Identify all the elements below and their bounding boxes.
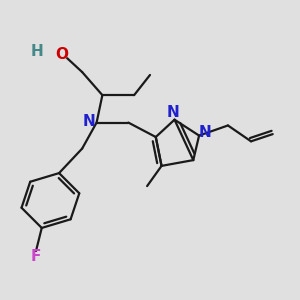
Text: N: N xyxy=(83,114,96,129)
Text: N: N xyxy=(167,105,179,120)
Text: N: N xyxy=(199,125,212,140)
Text: O: O xyxy=(56,47,68,62)
Text: F: F xyxy=(31,249,41,264)
Text: H: H xyxy=(30,44,43,59)
